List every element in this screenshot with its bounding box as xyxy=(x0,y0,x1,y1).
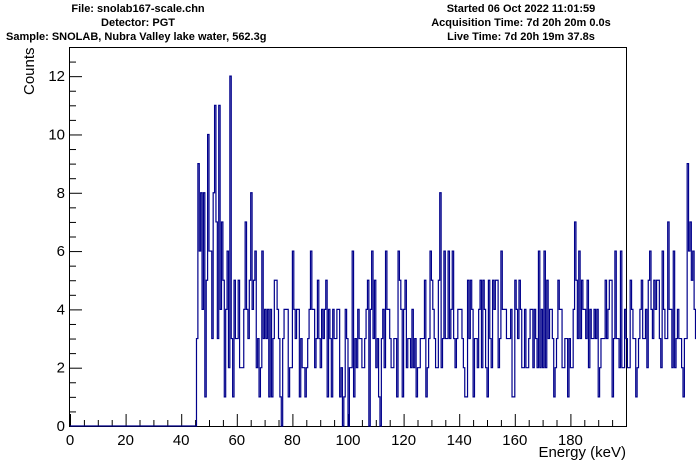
x-tick-label: 180 xyxy=(558,432,583,449)
acquisition-time-label: Acquisition Time: 7d 20h 20m 0.0s xyxy=(431,17,611,29)
file-label: File: snolab167-scale.chn xyxy=(71,3,205,15)
y-tick-label: 2 xyxy=(57,360,65,377)
live-time-label: Live Time: 7d 20h 19m 37.8s xyxy=(447,31,595,43)
y-tick-label: 8 xyxy=(57,185,65,202)
x-tick-label: 120 xyxy=(391,432,416,449)
start-time-label: Started 06 Oct 2022 11:01:59 xyxy=(446,3,596,15)
x-tick-label: 0 xyxy=(66,432,74,449)
x-tick-label: 20 xyxy=(117,432,134,449)
y-tick-label: 12 xyxy=(48,68,65,85)
y-tick-label: 10 xyxy=(48,126,65,143)
x-axis-ticks: 0 20 40 60 80 100 120 140 160 180 xyxy=(66,414,614,449)
y-tick-label: 6 xyxy=(57,243,65,260)
x-tick-label: 40 xyxy=(173,432,190,449)
x-axis-label: Energy (keV) xyxy=(538,444,626,461)
x-tick-label: 140 xyxy=(447,432,472,449)
sample-label: Sample: SNOLAB, Nubra Valley lake water,… xyxy=(6,31,267,43)
y-tick-label: 0 xyxy=(57,418,65,435)
y-axis-ticks: 0 2 4 6 8 10 12 xyxy=(48,47,82,435)
spectrum-histogram xyxy=(70,75,696,427)
y-tick-label: 4 xyxy=(57,301,65,318)
x-tick-label: 80 xyxy=(284,432,301,449)
x-tick-label: 160 xyxy=(502,432,527,449)
x-tick-label: 100 xyxy=(335,432,360,449)
detector-label: Detector: PGT xyxy=(101,17,175,29)
y-axis-label: Counts xyxy=(21,47,38,95)
x-tick-label: 60 xyxy=(228,432,245,449)
